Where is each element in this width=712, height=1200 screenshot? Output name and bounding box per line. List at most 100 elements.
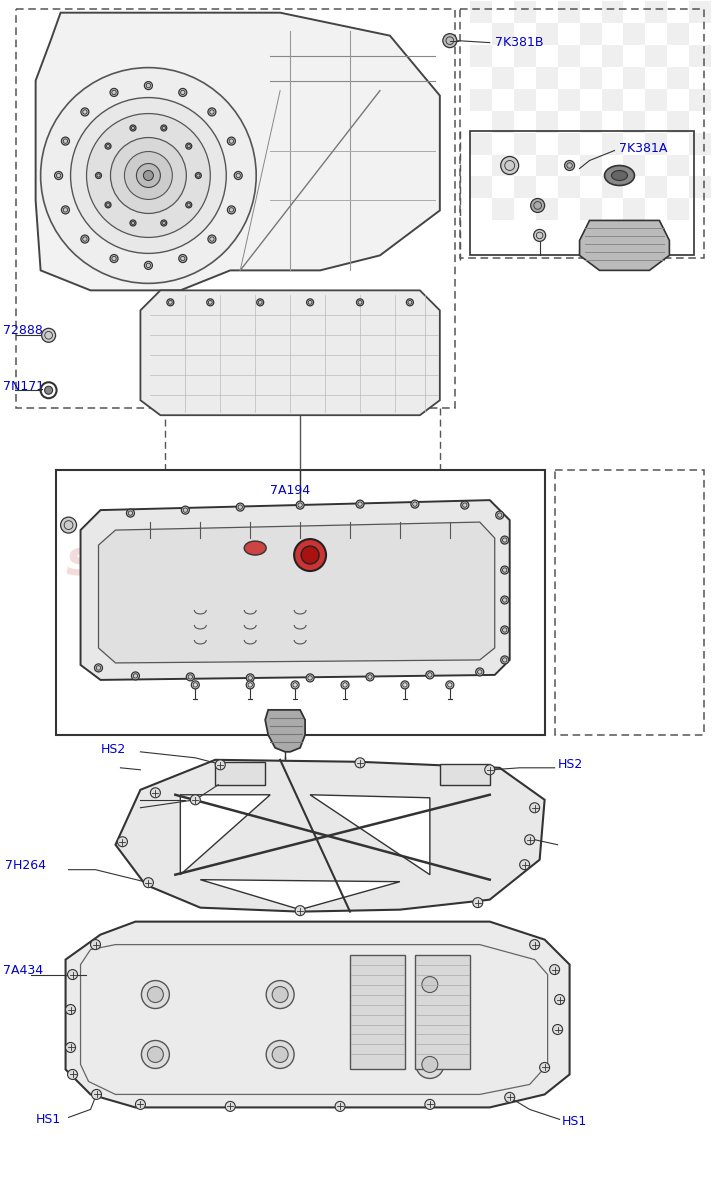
Polygon shape: [115, 760, 545, 912]
Circle shape: [501, 156, 518, 174]
Bar: [602, 132, 624, 155]
Circle shape: [443, 34, 457, 48]
Polygon shape: [66, 922, 570, 1108]
Bar: [602, 44, 624, 67]
Circle shape: [530, 940, 540, 949]
Bar: [667, 110, 689, 132]
Circle shape: [236, 503, 244, 511]
Bar: [460, 8, 704, 258]
Bar: [470, 132, 492, 155]
Bar: [557, 1, 580, 23]
Polygon shape: [98, 522, 495, 662]
Text: 7N171: 7N171: [3, 379, 44, 392]
Text: 7A434: 7A434: [3, 964, 43, 977]
Bar: [667, 155, 689, 176]
Circle shape: [61, 206, 69, 214]
Circle shape: [227, 137, 236, 145]
Polygon shape: [180, 794, 270, 875]
Bar: [513, 44, 535, 67]
Bar: [470, 131, 694, 256]
Bar: [624, 155, 646, 176]
Circle shape: [135, 1099, 145, 1110]
Bar: [580, 155, 602, 176]
Circle shape: [95, 173, 102, 179]
Text: scuderia: scuderia: [66, 536, 305, 584]
Bar: [646, 89, 667, 110]
Circle shape: [92, 1090, 102, 1099]
Bar: [624, 198, 646, 221]
Circle shape: [206, 299, 214, 306]
Circle shape: [422, 1056, 438, 1073]
Text: HS1: HS1: [36, 1112, 61, 1126]
Circle shape: [553, 1025, 562, 1034]
Circle shape: [496, 511, 503, 520]
Bar: [56, 470, 545, 734]
Circle shape: [105, 202, 111, 208]
Circle shape: [143, 170, 153, 180]
Circle shape: [179, 89, 187, 96]
Circle shape: [225, 1102, 235, 1111]
Circle shape: [307, 299, 313, 306]
Circle shape: [110, 138, 187, 214]
Circle shape: [446, 680, 454, 689]
Bar: [689, 132, 711, 155]
Circle shape: [147, 986, 163, 1002]
Text: 72888: 72888: [3, 324, 43, 337]
Bar: [667, 67, 689, 89]
Bar: [415, 954, 470, 1069]
Bar: [602, 176, 624, 198]
Text: 7H264: 7H264: [5, 859, 46, 872]
Bar: [535, 67, 557, 89]
Bar: [580, 198, 602, 221]
Circle shape: [505, 1092, 515, 1103]
Circle shape: [411, 500, 419, 508]
Circle shape: [301, 546, 319, 564]
Bar: [580, 67, 602, 89]
Bar: [557, 176, 580, 198]
Circle shape: [132, 672, 140, 680]
Bar: [513, 176, 535, 198]
Circle shape: [335, 1102, 345, 1111]
Bar: [492, 155, 513, 176]
Bar: [492, 198, 513, 221]
Circle shape: [143, 877, 153, 888]
Circle shape: [161, 220, 167, 226]
Circle shape: [540, 1062, 550, 1073]
Circle shape: [357, 299, 364, 306]
Circle shape: [485, 764, 495, 775]
Circle shape: [234, 172, 242, 180]
Circle shape: [186, 143, 192, 149]
Circle shape: [355, 758, 365, 768]
Polygon shape: [200, 880, 400, 910]
Circle shape: [215, 760, 225, 770]
Circle shape: [41, 329, 56, 342]
Bar: [492, 110, 513, 132]
Text: 7A194: 7A194: [270, 484, 310, 497]
Bar: [624, 110, 646, 132]
Ellipse shape: [612, 170, 627, 180]
Circle shape: [257, 299, 263, 306]
Circle shape: [356, 500, 364, 508]
Circle shape: [295, 906, 305, 916]
Circle shape: [208, 108, 216, 116]
Bar: [535, 198, 557, 221]
Circle shape: [407, 299, 414, 306]
Bar: [624, 67, 646, 89]
Circle shape: [45, 386, 53, 395]
Circle shape: [127, 509, 135, 517]
Circle shape: [530, 198, 545, 212]
Bar: [513, 132, 535, 155]
Bar: [689, 1, 711, 23]
Bar: [624, 23, 646, 44]
Polygon shape: [265, 710, 305, 752]
Circle shape: [272, 1046, 288, 1062]
Circle shape: [110, 254, 118, 263]
Circle shape: [55, 172, 63, 180]
Circle shape: [147, 1046, 163, 1062]
Polygon shape: [36, 13, 440, 290]
Circle shape: [142, 1040, 169, 1068]
Circle shape: [461, 502, 468, 509]
Circle shape: [565, 161, 575, 170]
Text: HS2: HS2: [100, 743, 126, 756]
Circle shape: [61, 137, 69, 145]
